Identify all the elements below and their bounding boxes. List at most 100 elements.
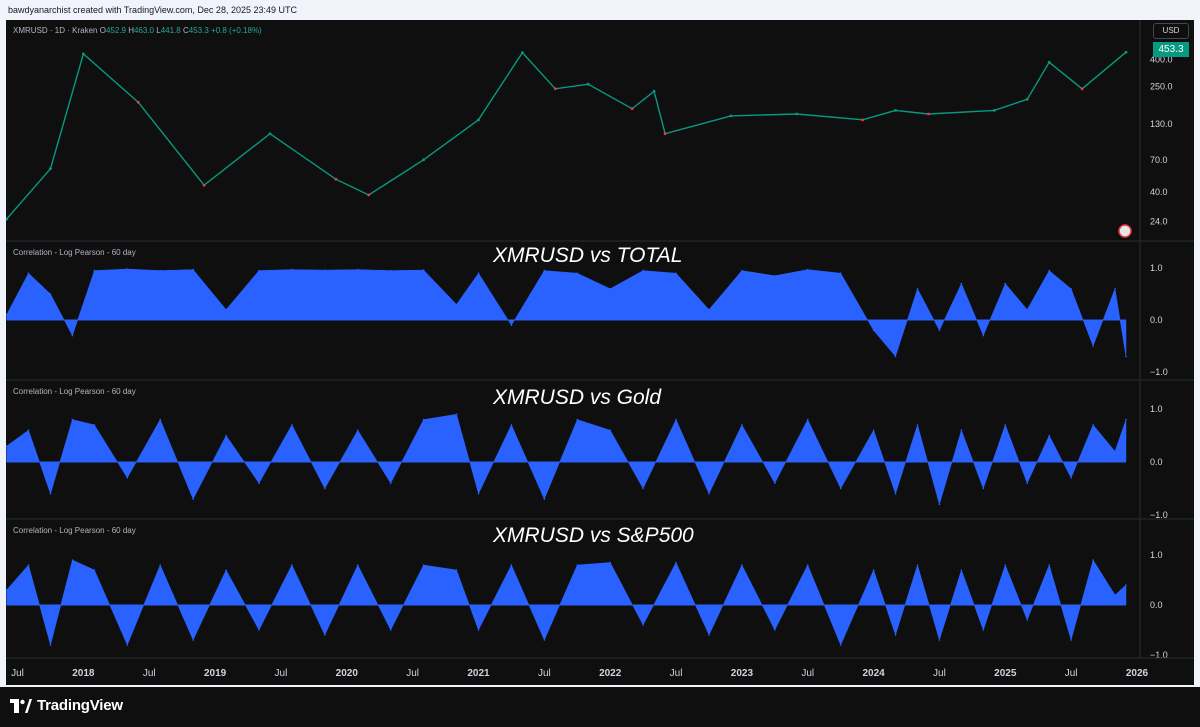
price-line[interactable] bbox=[6, 51, 1127, 220]
correlation-point bbox=[1070, 477, 1072, 479]
correlation-point bbox=[258, 629, 260, 631]
correlation-point bbox=[708, 493, 710, 495]
correlation-point bbox=[291, 564, 293, 566]
price-point bbox=[861, 118, 865, 122]
chart-frame[interactable]: 1.0 0.0 −1.0 1.0 0.0 −1.0 1.0 0.0 −1.0 24.0 40.… bbox=[6, 20, 1194, 685]
correlation-point bbox=[356, 564, 359, 566]
correlation-point bbox=[49, 293, 52, 295]
correlation-area[interactable] bbox=[6, 559, 1127, 646]
symbol-label[interactable]: XMRUSD · 1D · Kraken bbox=[13, 26, 98, 35]
time-tick-label: Jul bbox=[670, 668, 683, 679]
correlation-tick-label: −1.0 bbox=[1150, 510, 1168, 520]
correlation-point bbox=[872, 569, 875, 571]
correlation-point bbox=[1004, 282, 1007, 285]
time-tick-label: Jul bbox=[1065, 668, 1078, 679]
correlation-point bbox=[839, 272, 842, 274]
price-tick-label: 40.0 bbox=[1150, 187, 1168, 197]
time-tick-label: 2022 bbox=[599, 668, 622, 679]
price-point bbox=[81, 52, 85, 56]
price-tick-label: 130.0 bbox=[1150, 119, 1173, 129]
price-point bbox=[49, 167, 52, 171]
correlation-point bbox=[916, 564, 919, 566]
correlation-point bbox=[1092, 559, 1094, 561]
correlation-point bbox=[324, 487, 326, 490]
correlation-point bbox=[708, 308, 710, 311]
correlation-point bbox=[159, 418, 162, 421]
correlation-point bbox=[543, 269, 546, 272]
correlation-point bbox=[741, 269, 743, 272]
correlation-point bbox=[225, 434, 227, 437]
price-point bbox=[663, 132, 667, 136]
time-tick-label: Jul bbox=[11, 668, 24, 679]
price-point bbox=[992, 108, 996, 112]
chart-canvas[interactable]: 1.0 0.0 −1.0 1.0 0.0 −1.0 1.0 0.0 −1.0 24.0 40.… bbox=[6, 20, 1194, 685]
correlation-area[interactable] bbox=[6, 414, 1127, 506]
time-tick-label: Jul bbox=[275, 668, 288, 679]
pane-title-total[interactable]: Correlation - Log Pearson - 60 day bbox=[13, 248, 136, 257]
correlation-point bbox=[675, 561, 677, 564]
price-point bbox=[6, 217, 8, 221]
correlation-point bbox=[916, 288, 919, 290]
correlation-point bbox=[609, 429, 611, 432]
correlation-area[interactable] bbox=[6, 268, 1127, 357]
tradingview-logo-text: TradingView bbox=[37, 697, 123, 714]
price-point bbox=[367, 193, 371, 197]
correlation-point bbox=[159, 269, 162, 272]
correlation-point bbox=[1004, 424, 1007, 426]
correlation-point bbox=[291, 424, 293, 426]
tradingview-logo[interactable]: TradingView bbox=[10, 697, 123, 714]
correlation-point bbox=[576, 418, 579, 421]
correlation-point bbox=[1092, 345, 1094, 347]
correlation-point bbox=[93, 269, 96, 272]
correlation-point bbox=[510, 324, 513, 327]
chart-caption: bawdyanarchist created with TradingView.… bbox=[8, 5, 297, 15]
correlation-point bbox=[1092, 424, 1094, 426]
price-point bbox=[477, 118, 480, 122]
time-tick-label: Jul bbox=[538, 668, 551, 679]
correlation-point bbox=[916, 424, 919, 426]
correlation-point bbox=[258, 482, 260, 485]
pane-title-spx[interactable]: Correlation - Log Pearson - 60 day bbox=[13, 526, 136, 535]
currency-button[interactable]: USD bbox=[1153, 23, 1189, 39]
pane-separators bbox=[6, 20, 1194, 659]
time-tick-label: 2026 bbox=[1126, 668, 1149, 679]
correlation-point bbox=[477, 629, 480, 631]
correlation-point bbox=[71, 559, 74, 561]
close-label: C bbox=[182, 26, 189, 35]
correlation-point bbox=[642, 487, 644, 490]
correlation-point bbox=[741, 564, 743, 566]
correlation-tick-label: 0.0 bbox=[1150, 600, 1163, 610]
price-point bbox=[652, 89, 656, 93]
correlation-point bbox=[774, 629, 776, 631]
correlation-point bbox=[806, 564, 809, 566]
time-tick-label: 2023 bbox=[731, 668, 754, 679]
price-pane bbox=[6, 50, 1132, 238]
pane-heading-total: XMRUSD vs TOTAL bbox=[493, 244, 683, 267]
correlation-point bbox=[126, 268, 129, 270]
correlation-point bbox=[126, 477, 129, 479]
price-point bbox=[630, 107, 634, 111]
correlation-point bbox=[324, 269, 326, 271]
correlation-point bbox=[356, 268, 359, 271]
correlation-tick-label: 1.0 bbox=[1150, 263, 1163, 273]
time-tick-label: 2019 bbox=[204, 668, 227, 679]
correlation-point bbox=[872, 429, 875, 432]
time-tick-label: 2021 bbox=[467, 668, 490, 679]
correlation-point bbox=[839, 644, 842, 646]
correlation-point bbox=[1048, 269, 1050, 272]
correlation-point bbox=[1070, 639, 1072, 641]
correlation-point bbox=[1114, 594, 1116, 596]
correlation-point bbox=[192, 268, 194, 271]
correlation-point bbox=[982, 487, 985, 490]
correlation-point bbox=[126, 644, 129, 646]
us-flag-icon[interactable] bbox=[1118, 224, 1132, 238]
correlation-point bbox=[71, 334, 74, 337]
price-tick-label: 400.0 bbox=[1150, 54, 1173, 64]
high-value: 463.0 bbox=[133, 26, 155, 35]
pane-title-gold[interactable]: Correlation - Log Pearson - 60 day bbox=[13, 387, 136, 396]
low-label: L bbox=[156, 26, 161, 35]
correlation-tick-label: 0.0 bbox=[1150, 457, 1163, 467]
correlation-point bbox=[1048, 434, 1050, 437]
close-value: 453.3 bbox=[188, 26, 209, 35]
correlation-point bbox=[455, 569, 458, 571]
